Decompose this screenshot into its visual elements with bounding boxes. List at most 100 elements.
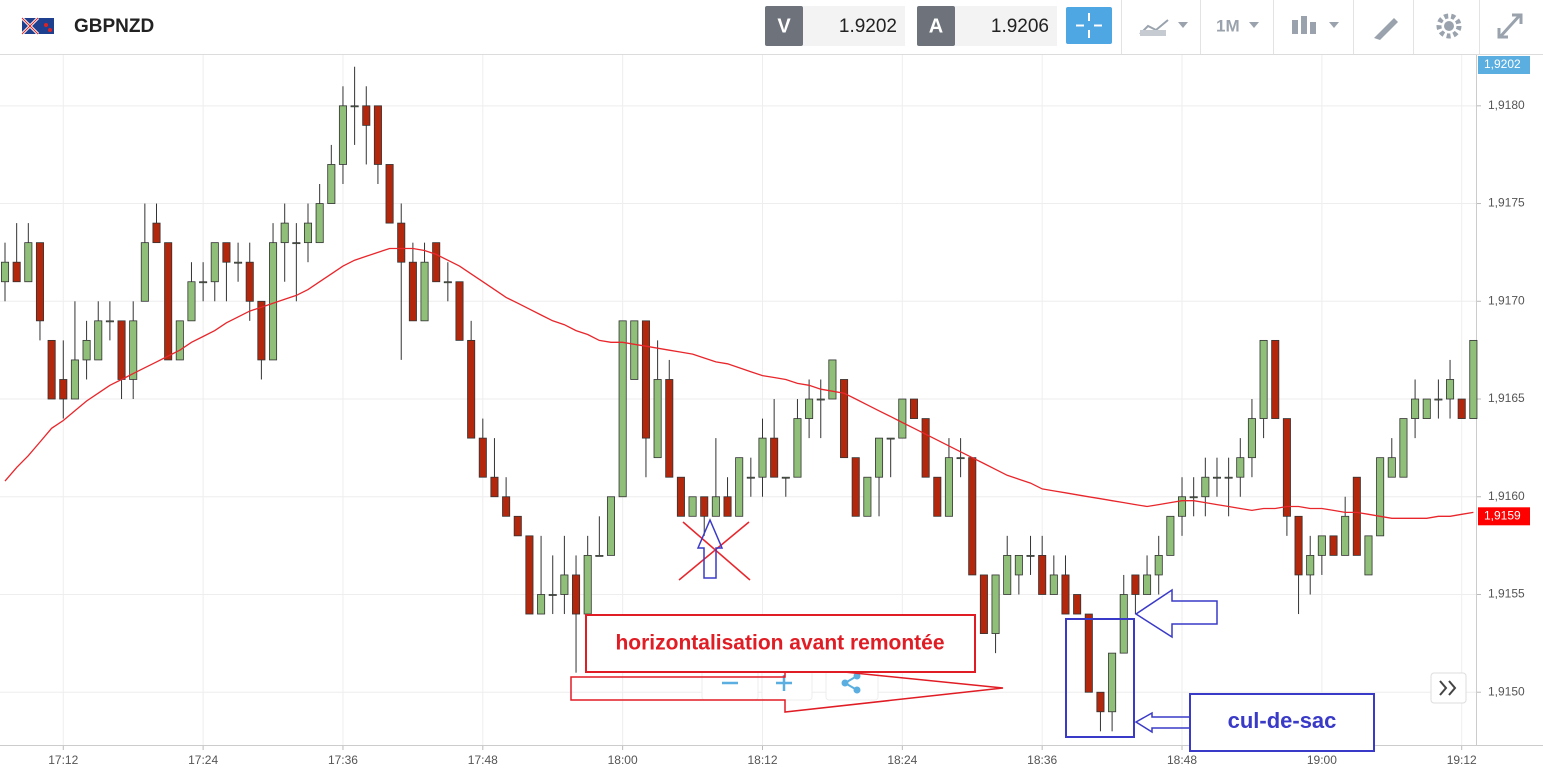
candle-body bbox=[1131, 574, 1140, 595]
candle-body bbox=[805, 398, 814, 419]
candle-body bbox=[1422, 398, 1431, 419]
fullscreen-button[interactable] bbox=[1497, 13, 1523, 39]
settings-icon bbox=[1444, 21, 1454, 31]
candle-body bbox=[840, 379, 849, 459]
scroll-end-button[interactable] bbox=[1430, 672, 1467, 704]
candle-body bbox=[944, 457, 953, 517]
candle-body bbox=[1119, 594, 1128, 654]
cross-mark bbox=[678, 521, 750, 581]
draw-tool-button[interactable] bbox=[1374, 18, 1398, 40]
flag-icon bbox=[20, 16, 54, 36]
candle-body bbox=[82, 339, 91, 361]
candle-body bbox=[1143, 574, 1152, 595]
candle-body bbox=[700, 496, 709, 517]
candle-body bbox=[979, 574, 988, 634]
settings-button[interactable] bbox=[1436, 13, 1462, 39]
candle-body bbox=[467, 339, 476, 439]
dropdown-caret bbox=[1329, 22, 1339, 28]
candle-body bbox=[1352, 476, 1361, 556]
candle-body bbox=[711, 496, 720, 517]
candle-body bbox=[234, 261, 243, 264]
candle-body bbox=[1376, 457, 1385, 537]
candle-body bbox=[1026, 554, 1035, 557]
candle-body bbox=[1271, 339, 1280, 419]
annotation-text: cul-de-sac bbox=[1228, 708, 1337, 733]
candle-body bbox=[886, 437, 895, 440]
candle-body bbox=[898, 398, 907, 439]
candle-body bbox=[12, 261, 21, 283]
candle-body bbox=[1329, 535, 1338, 556]
candle-body bbox=[187, 281, 196, 322]
x-tick-label: 17:12 bbox=[48, 753, 78, 767]
timeframe[interactable]: 1M bbox=[1216, 16, 1240, 35]
indicator-button[interactable] bbox=[1292, 16, 1339, 34]
price-marker-label: 1,9202 bbox=[1484, 57, 1521, 71]
candle-body bbox=[443, 281, 452, 284]
x-tick-label: 19:00 bbox=[1307, 753, 1337, 767]
candle-body bbox=[1061, 574, 1070, 615]
candle-body bbox=[851, 457, 860, 517]
icon-bar bbox=[1292, 20, 1298, 34]
candle-body bbox=[968, 457, 977, 576]
candle-body bbox=[1073, 594, 1082, 615]
fullscreen-icon bbox=[1512, 13, 1523, 24]
candle-body bbox=[537, 594, 546, 615]
candle-body bbox=[1341, 515, 1350, 556]
candle-body bbox=[350, 105, 359, 108]
moving-average bbox=[4, 247, 1474, 519]
highlight-box bbox=[1065, 618, 1135, 738]
left-arrow bbox=[1134, 588, 1218, 639]
candle-body bbox=[1236, 457, 1245, 478]
candle-body bbox=[105, 320, 114, 323]
candle-body bbox=[1038, 554, 1047, 595]
x-tick-label: 18:48 bbox=[1167, 753, 1197, 767]
candle-body bbox=[1154, 554, 1163, 576]
candle-body bbox=[35, 242, 44, 322]
candle-body bbox=[630, 320, 639, 380]
buy-price-box bbox=[955, 6, 1057, 46]
candle-body bbox=[956, 457, 965, 460]
price-marker-label: 1,9159 bbox=[1484, 508, 1521, 522]
candle-body bbox=[816, 398, 825, 401]
y-tick-label: 1,9155 bbox=[1488, 587, 1525, 601]
candle-body bbox=[1399, 418, 1408, 478]
candle-body bbox=[478, 437, 487, 478]
candle-body bbox=[280, 222, 289, 244]
buy-button[interactable] bbox=[917, 6, 955, 46]
candle-body bbox=[641, 320, 650, 439]
crosshair-button[interactable] bbox=[1066, 7, 1112, 44]
annotation-text: horizontalisation avant remontée bbox=[615, 632, 944, 655]
candle-body bbox=[70, 359, 79, 400]
candle-body bbox=[373, 105, 382, 165]
candle-body bbox=[525, 535, 534, 615]
candle-body bbox=[210, 242, 219, 283]
sell-label: V bbox=[777, 15, 791, 37]
candle-body bbox=[1282, 418, 1291, 517]
x-tick-label: 19:12 bbox=[1447, 753, 1477, 767]
chart-type-button[interactable] bbox=[1139, 19, 1188, 36]
candle-body bbox=[490, 476, 499, 498]
candle-body bbox=[292, 242, 301, 245]
candle-body bbox=[129, 320, 138, 380]
candle-body bbox=[513, 515, 522, 537]
candle-body bbox=[175, 320, 184, 361]
candle-body bbox=[991, 574, 1000, 634]
candle-body bbox=[688, 496, 697, 517]
sell-button[interactable] bbox=[765, 6, 803, 46]
candle-body bbox=[408, 261, 417, 322]
candle-body bbox=[606, 496, 616, 556]
candle-body bbox=[94, 320, 103, 361]
x-tick-label: 17:48 bbox=[468, 753, 498, 767]
plot-layer: 17:12 17:24 17:36 17:48 18:00 18:12 18:24 18:36… bbox=[0, 55, 1543, 767]
x-tick-label: 18:24 bbox=[887, 753, 917, 767]
candle-body bbox=[875, 437, 884, 478]
flag-star bbox=[44, 23, 48, 27]
candle-body bbox=[595, 554, 604, 557]
crosshair-icon bbox=[1076, 13, 1102, 38]
candle-body bbox=[1096, 691, 1105, 713]
fullscreen-icon bbox=[1498, 13, 1522, 39]
candle-body bbox=[362, 105, 371, 126]
price-marker bbox=[1478, 507, 1530, 526]
candle-body bbox=[1108, 652, 1117, 713]
